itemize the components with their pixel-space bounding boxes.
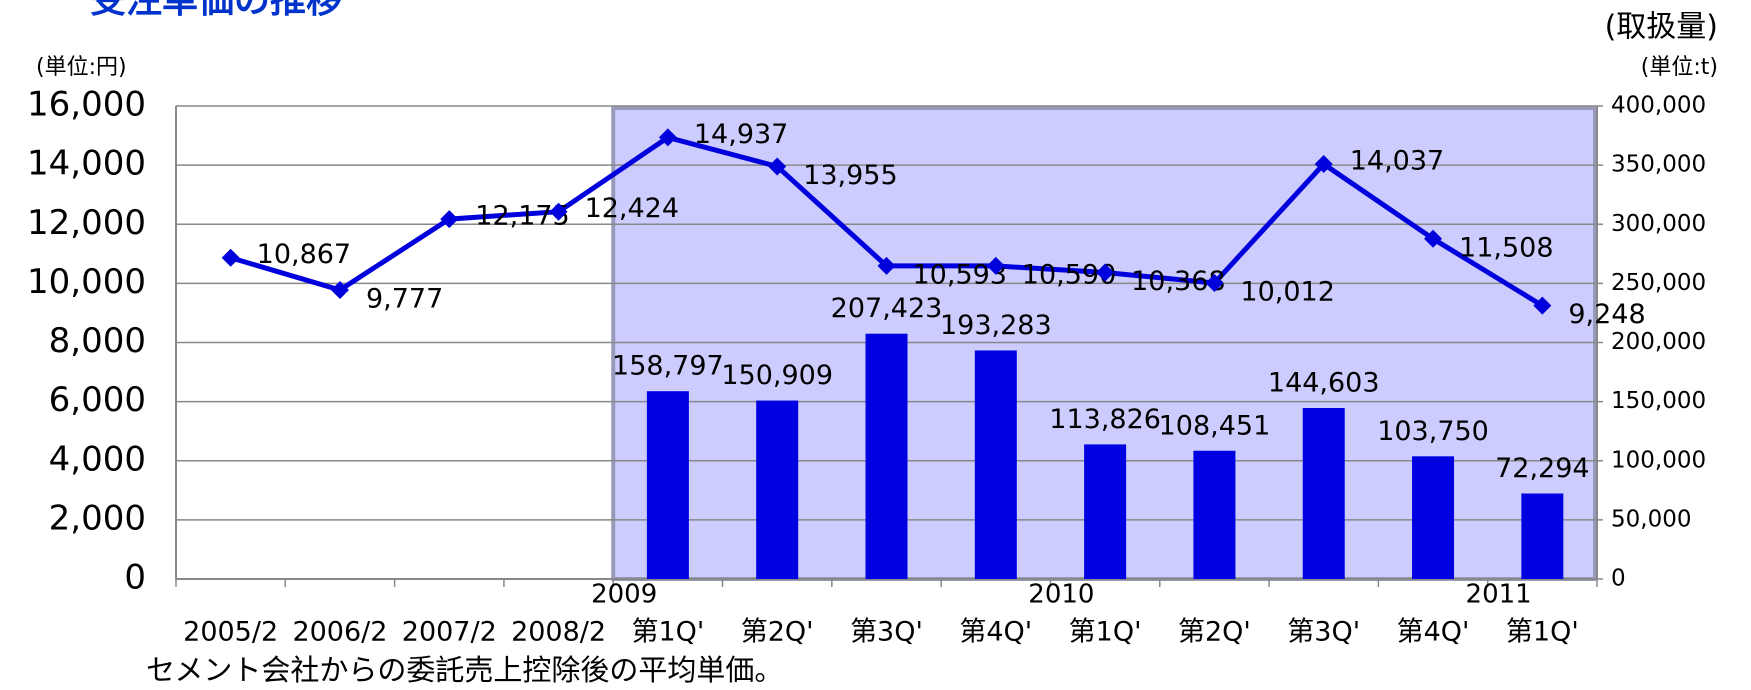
bar [1521, 493, 1564, 579]
bar [865, 333, 908, 579]
y-tick-label: 14,000 [27, 144, 146, 184]
x-tick-label: 2005/2 [183, 617, 278, 648]
line-value-label: 14,037 [1350, 146, 1444, 177]
y2-tick-label: 300,000 [1611, 211, 1706, 237]
year-label: 2011 [1466, 580, 1532, 610]
x-tick-label: 第2Q' [741, 617, 814, 648]
x-tick-label: 第4Q' [959, 617, 1032, 648]
y-tick-label: 8,000 [49, 321, 146, 361]
bar [974, 350, 1017, 579]
y-tick-label: 6,000 [49, 380, 146, 420]
y-tick-label: 0 [124, 558, 146, 598]
line-value-label: 11,508 [1459, 232, 1553, 263]
line-value-label: 13,955 [803, 160, 897, 191]
x-tick-label: 2006/2 [292, 617, 387, 648]
bar [1412, 456, 1455, 579]
marker [1533, 296, 1552, 315]
y-tick-label: 16,000 [27, 85, 146, 125]
marker [1314, 155, 1333, 174]
marker [330, 280, 349, 299]
bar-value-label: 108,451 [1159, 410, 1271, 441]
year-label: 2009 [591, 580, 657, 610]
y-tick-label: 10,000 [27, 262, 146, 302]
marker [440, 210, 459, 229]
x-tick-label: 第2Q' [1178, 617, 1251, 648]
y2-title: (取扱量) [1605, 10, 1718, 45]
y2-unit-label: (単位:t) [1641, 55, 1718, 80]
y-tick-label: 4,000 [49, 439, 146, 479]
bar [1193, 450, 1236, 579]
bar-value-label: 207,423 [831, 293, 943, 324]
y2-tick-label: 400,000 [1611, 93, 1706, 119]
line-value-label: 10,012 [1240, 277, 1334, 308]
bar-value-label: 103,750 [1377, 416, 1489, 447]
y-tick-label: 12,000 [27, 203, 146, 243]
x-tick-label: 第3Q' [1287, 617, 1360, 648]
line-value-label: 9,248 [1568, 299, 1645, 330]
bar-value-label: 72,294 [1495, 453, 1589, 484]
x-tick-label: 2007/2 [402, 617, 497, 648]
line-value-label: 12,424 [585, 193, 679, 224]
marker [768, 157, 787, 176]
y-unit-label: (単位:円) [36, 55, 127, 80]
marker [1424, 229, 1443, 248]
line-value-label: 14,937 [694, 119, 788, 150]
line-value-label: 9,777 [366, 283, 443, 314]
bar [1084, 444, 1127, 579]
bar-value-label: 193,283 [940, 310, 1052, 341]
marker [658, 128, 677, 147]
marker [877, 256, 896, 275]
footnote: セメント会社からの委託売上控除後の平均単価。 [146, 653, 783, 687]
marker [549, 202, 568, 221]
x-tick-label: 第4Q' [1397, 617, 1470, 648]
line-value-label: 10,867 [257, 239, 351, 270]
x-tick-label: 第1Q' [1069, 617, 1142, 648]
marker [1096, 263, 1115, 282]
x-tick-label: 第3Q' [850, 617, 923, 648]
bar [646, 391, 689, 579]
bar-value-label: 144,603 [1268, 368, 1380, 399]
y2-tick-label: 150,000 [1611, 388, 1706, 414]
x-tick-label: 第1Q' [1506, 617, 1579, 648]
x-tick-label: 2008/2 [511, 617, 606, 648]
year-label: 2010 [1028, 580, 1094, 610]
y2-tick-label: 0 [1611, 566, 1626, 592]
y2-tick-label: 250,000 [1611, 270, 1706, 296]
bar-value-label: 158,797 [612, 351, 724, 382]
chart-title: 受注単価の推移 [90, 0, 342, 21]
bar-value-label: 150,909 [721, 360, 833, 391]
marker [221, 248, 240, 267]
marker [1205, 274, 1224, 293]
y2-tick-label: 50,000 [1611, 506, 1691, 532]
bar-value-label: 113,826 [1049, 404, 1161, 435]
bar [1302, 408, 1345, 579]
bar [756, 400, 799, 579]
marker [986, 256, 1005, 275]
x-tick-label: 第1Q' [631, 617, 704, 648]
y-tick-label: 2,000 [49, 498, 146, 538]
y2-tick-label: 350,000 [1611, 152, 1706, 178]
y2-tick-label: 100,000 [1611, 447, 1706, 473]
y2-tick-label: 200,000 [1611, 329, 1706, 355]
